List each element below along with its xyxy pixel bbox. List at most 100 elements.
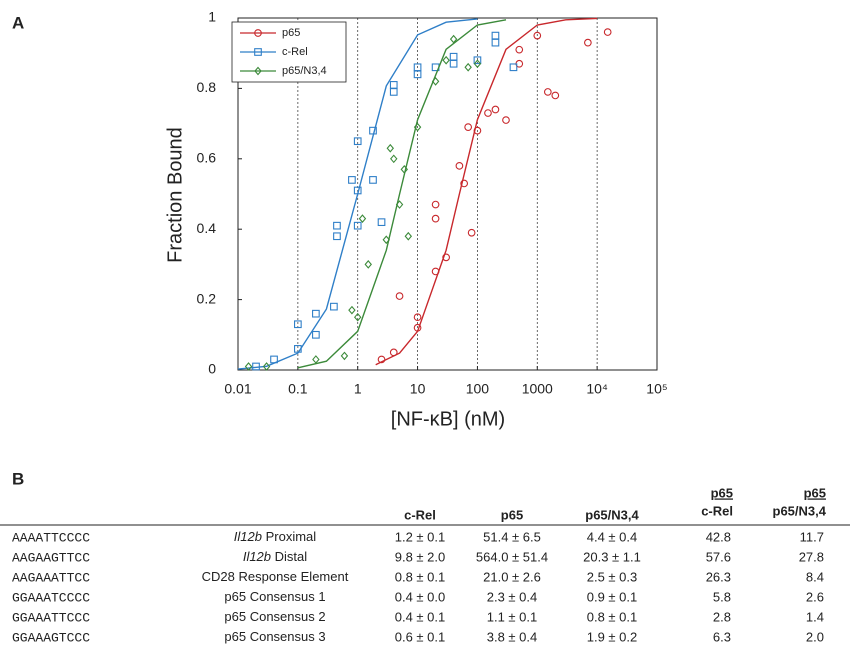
point: [294, 345, 302, 353]
kd-value: 1.2 ± 0.1: [395, 529, 446, 544]
point: [473, 56, 482, 65]
point: [400, 165, 409, 174]
x-tick-label: 100: [466, 381, 490, 397]
point: [551, 91, 560, 100]
kd-value: 4.4 ± 0.4: [587, 529, 638, 544]
x-tick-label: 0.1: [288, 381, 308, 397]
point: [502, 116, 510, 124]
point: [413, 313, 422, 322]
point: [449, 52, 458, 61]
panel-label: A: [12, 13, 24, 32]
point: [312, 330, 320, 339]
point: [389, 81, 398, 89]
point: [460, 179, 468, 188]
kd-value: 0.8 ± 0.1: [395, 569, 446, 584]
point: [491, 105, 500, 114]
element-label: Proximal: [262, 529, 316, 544]
point: [377, 355, 386, 364]
column-header: p65: [501, 507, 523, 522]
point: [442, 253, 450, 262]
point: [431, 267, 440, 276]
point: [467, 228, 476, 237]
x-tick-label: 0.01: [224, 381, 251, 397]
kd-value: 1.9 ± 0.2: [587, 629, 638, 644]
ratio-value: 2.8: [713, 609, 731, 624]
point: [382, 235, 390, 245]
fit-curve: [297, 19, 507, 369]
y-tick-label: 0.6: [197, 150, 217, 166]
point: [369, 176, 377, 184]
x-tick-label: 10⁴: [586, 381, 608, 397]
kd-value: 564.0 ± 51.4: [476, 549, 548, 564]
point: [244, 362, 253, 371]
element-name: Il12b Distal: [243, 549, 307, 564]
point: [377, 218, 386, 227]
point: [404, 231, 413, 241]
kd-value: 0.4 ± 0.0: [395, 589, 446, 604]
kd-value: 0.6 ± 0.1: [395, 629, 446, 644]
point: [449, 59, 458, 68]
y-tick-label: 0.4: [197, 220, 217, 236]
y-axis-label: Fraction Bound: [164, 127, 186, 263]
sequence: AAGAAGTTCC: [12, 550, 90, 565]
point: [413, 122, 422, 132]
y-tick-label: 0.2: [197, 290, 217, 306]
ratio-value: 1.4: [806, 609, 824, 624]
y-tick-label: 0.8: [197, 79, 217, 95]
sequence: GGAAATCCCC: [12, 590, 90, 605]
sequence: GGAAAGTCCC: [12, 630, 90, 645]
point: [584, 38, 592, 47]
plot-frame: [237, 17, 658, 371]
ratio-value: 6.3: [713, 629, 731, 644]
point: [340, 351, 349, 361]
point: [464, 62, 472, 72]
point: [333, 221, 341, 230]
point: [413, 323, 422, 332]
point: [294, 320, 302, 329]
fit-curve: [375, 17, 598, 366]
point: [431, 77, 440, 86]
sequence: AAAATTCCCC: [12, 530, 90, 545]
kd-value: 3.8 ± 0.4: [487, 629, 538, 644]
point: [413, 70, 422, 79]
point: [270, 355, 278, 364]
x-tick-label: 10⁵: [646, 381, 667, 397]
kd-value: 2.3 ± 0.4: [487, 589, 538, 604]
element-label: Distal: [271, 549, 307, 564]
element-name: p65 Consensus 3: [224, 629, 325, 644]
element-label: p65 Consensus 2: [224, 609, 325, 624]
ratio-value: 2.6: [806, 589, 824, 604]
point: [348, 176, 356, 184]
point: [353, 312, 362, 322]
point: [455, 161, 464, 170]
point: [473, 126, 482, 135]
point: [491, 31, 500, 40]
point: [509, 63, 518, 72]
kd-value: 9.8 ± 2.0: [395, 549, 446, 564]
element-name: p65 Consensus 2: [224, 609, 325, 624]
point: [395, 200, 404, 209]
ratio-value: 26.3: [706, 569, 731, 584]
point: [364, 260, 372, 269]
ratio-numerator: p65: [804, 485, 826, 500]
point: [389, 348, 398, 357]
legend-marker: [254, 66, 262, 76]
point: [515, 45, 524, 54]
point: [358, 214, 367, 223]
legend-label: c-Rel: [282, 46, 308, 58]
point: [386, 143, 395, 153]
point: [369, 126, 377, 135]
y-tick-label: 0: [208, 361, 216, 377]
point: [484, 109, 492, 117]
column-header: c-Rel: [404, 507, 436, 522]
point: [390, 154, 398, 164]
legend-label: p65/N3,4: [282, 65, 327, 77]
point: [473, 59, 482, 69]
point: [333, 232, 341, 241]
sequence: GGAAATTCCC: [12, 610, 90, 625]
element-name: CD28 Response Element: [202, 569, 349, 584]
point: [431, 200, 440, 209]
point: [353, 221, 362, 230]
point: [353, 186, 362, 195]
